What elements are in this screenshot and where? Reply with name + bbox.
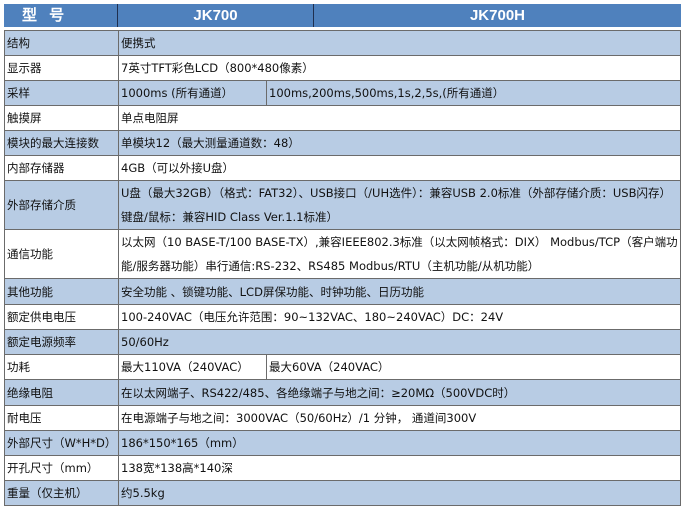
row-label: 内部存储器 — [4, 155, 119, 181]
spec-table: 结构 便携式 显示器 7英寸TFT彩色LCD（800*480像素） 采样 1000ms (… — [4, 30, 681, 506]
row-label: 绝缘电阻 — [4, 379, 119, 406]
row-value: U盘（最大32GB）（格式：FAT32）、USB接口（/UH选件）：兼容USB … — [118, 180, 681, 230]
table-row: 外部尺寸（W*H*D） 186*150*165（mm） — [4, 430, 681, 456]
row-value: 在电源端子与地之间：3000VAC（50/60Hz）/1 分钟， 通道间300V — [118, 405, 681, 431]
table-row: 结构 便携式 — [4, 30, 681, 56]
row-label: 额定供电电压 — [4, 304, 119, 330]
row-value: 以太网（10 BASE-T/100 BASE-TX）,兼容IEEE802.3标准… — [118, 229, 681, 279]
row-label: 额定电源频率 — [4, 329, 119, 355]
row-value: 在以太网端子、RS422/485、各绝缘端子与地之间：≥20MΩ（500VDC时… — [118, 379, 681, 406]
header-jk700: JK700 — [118, 4, 314, 27]
row-value-jk700: 最大110VA（240VAC） — [118, 354, 267, 380]
row-label: 通信功能 — [4, 229, 119, 279]
row-value: 约5.5kg — [118, 480, 681, 506]
row-value: 138宽*138高*140深 — [118, 455, 681, 481]
row-value: 50/60Hz — [118, 329, 681, 355]
table-row: 额定电源频率 50/60Hz — [4, 329, 681, 355]
row-value: 单模块12（最大测量通道数：48） — [118, 130, 681, 156]
row-value: 186*150*165（mm） — [118, 430, 681, 456]
table-row: 触摸屏 单点电阻屏 — [4, 105, 681, 131]
row-value-jk700h: 100ms,200ms,500ms,1s,2,5s,(所有通道） — [266, 80, 681, 106]
table-row: 内部存储器 4GB（可以外接U盘） — [4, 155, 681, 181]
row-label: 功耗 — [4, 354, 119, 380]
table-row: 重量（仅主机） 约5.5kg — [4, 480, 681, 506]
row-value: 7英寸TFT彩色LCD（800*480像素） — [118, 55, 681, 81]
row-label: 其他功能 — [4, 278, 119, 305]
row-label: 采样 — [4, 80, 119, 106]
header-jk700h: JK700H — [469, 7, 526, 24]
row-label: 显示器 — [4, 55, 119, 81]
row-label: 结构 — [4, 30, 119, 56]
row-label: 触摸屏 — [4, 105, 119, 131]
row-value: 4GB（可以外接U盘） — [118, 155, 681, 181]
table-row: 额定供电电压 100-240VAC（电压允许范围：90~132VAC、180~24… — [4, 304, 681, 330]
row-label: 开孔尺寸（mm） — [4, 455, 119, 481]
table-row: 耐电压 在电源端子与地之间：3000VAC（50/60Hz）/1 分钟， 通道间3… — [4, 405, 681, 431]
table-row: 功耗 最大110VA（240VAC） 最大60VA（240VAC） — [4, 354, 681, 380]
header-model: 型 号 — [4, 4, 118, 27]
row-label: 重量（仅主机） — [4, 480, 119, 506]
row-value: 100-240VAC（电压允许范围：90~132VAC、180~240VAC）D… — [118, 304, 681, 330]
row-value: 单点电阻屏 — [118, 105, 681, 131]
row-value: 安全功能 、锁键功能、LCD屏保功能、时钟功能、日历功能 — [118, 278, 681, 305]
table-row: 开孔尺寸（mm） 138宽*138高*140深 — [4, 455, 681, 481]
row-label: 外部尺寸（W*H*D） — [4, 430, 119, 456]
table-row: 外部存储介质 U盘（最大32GB）（格式：FAT32）、USB接口（/UH选件）：… — [4, 180, 681, 230]
table-row: 通信功能 以太网（10 BASE-T/100 BASE-TX）,兼容IEEE802… — [4, 229, 681, 279]
row-label: 模块的最大连接数 — [4, 130, 119, 156]
row-label: 外部存储介质 — [4, 180, 119, 230]
table-row: 采样 1000ms (所有通道） 100ms,200ms,500ms,1s,2,5s… — [4, 80, 681, 106]
row-value-jk700h: 最大60VA（240VAC） — [266, 354, 681, 380]
table-row: 其他功能 安全功能 、锁键功能、LCD屏保功能、时钟功能、日历功能 — [4, 278, 681, 305]
table-header: 型 号 JK700 JK700H — [4, 4, 681, 27]
row-value: 便携式 — [118, 30, 681, 56]
table-row: 显示器 7英寸TFT彩色LCD（800*480像素） — [4, 55, 681, 81]
row-value-jk700: 1000ms (所有通道） — [118, 80, 267, 106]
row-label: 耐电压 — [4, 405, 119, 431]
table-row: 模块的最大连接数 单模块12（最大测量通道数：48） — [4, 130, 681, 156]
table-row: 绝缘电阻 在以太网端子、RS422/485、各绝缘端子与地之间：≥20MΩ（500… — [4, 379, 681, 406]
